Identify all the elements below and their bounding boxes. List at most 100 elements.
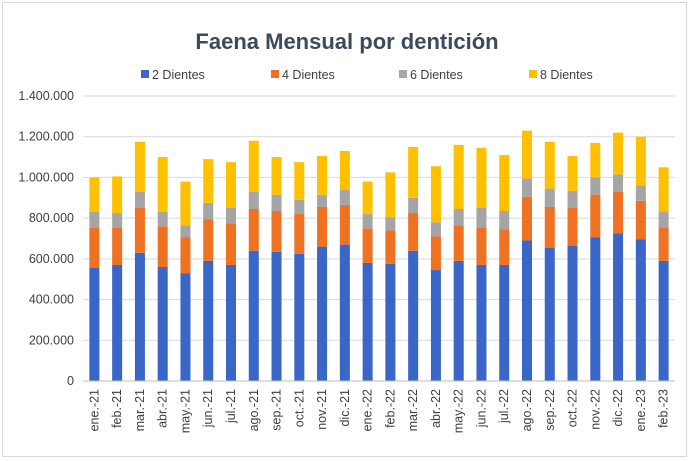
bar-8-dientes-abr-21 <box>157 157 168 213</box>
x-tick-label: may.-21 <box>178 389 192 433</box>
x-tick-label: jul.-21 <box>224 389 238 424</box>
x-tick-label: ago.-22 <box>520 389 534 431</box>
bar-2-dientes-oct-22 <box>567 245 578 381</box>
bar-2-dientes-may-22 <box>453 260 464 381</box>
gridlines <box>83 95 675 382</box>
bar-8-dientes-abr-22 <box>430 166 441 223</box>
bar-4-dientes-ene-23 <box>635 200 646 240</box>
x-tick-label: ene.-22 <box>361 389 375 431</box>
bar-4-dientes-sep-22 <box>544 206 555 248</box>
bar-8-dientes-mar-21 <box>134 141 145 192</box>
bar-6-dientes-abr-22 <box>430 222 441 237</box>
bar-2-dientes-ene-22 <box>362 262 373 381</box>
bar-2-dientes-feb-23 <box>658 260 669 381</box>
bar-6-dientes-jul-21 <box>225 207 237 224</box>
x-tick-label: may.-22 <box>452 389 466 433</box>
bar-8-dientes-dic-21 <box>339 150 350 190</box>
x-tick-label: nov.-21 <box>315 389 329 430</box>
bar-2-dientes-feb-22 <box>385 263 396 381</box>
bar-2-dientes-nov-21 <box>317 246 328 381</box>
legend-item-6-dientes: 6 Dientes <box>399 68 463 82</box>
y-tick-label: 600.000 <box>29 252 74 266</box>
bar-8-dientes-dic-22 <box>613 132 624 175</box>
bar-2-dientes-nov-22 <box>590 237 601 381</box>
legend-item-2-dientes: 2 Dientes <box>141 68 205 82</box>
y-tick-label: 800.000 <box>29 211 74 225</box>
bar-6-dientes-ene-22 <box>362 214 373 229</box>
legend-swatch <box>141 70 149 78</box>
bar-8-dientes-ene-21 <box>89 177 100 213</box>
x-tick-label: nov.-22 <box>588 389 602 430</box>
bar-6-dientes-abr-21 <box>157 212 168 227</box>
bar-4-dientes-mar-22 <box>408 213 419 251</box>
x-tick-label: abr.-21 <box>156 389 170 428</box>
y-tick-label: 200.000 <box>29 333 74 347</box>
bar-2-dientes-mar-22 <box>408 250 419 381</box>
x-tick-label: oct.-21 <box>292 389 306 427</box>
bar-6-dientes-may-21 <box>180 225 191 238</box>
bar-4-dientes-oct-21 <box>294 214 305 254</box>
x-tick-label: sep.-21 <box>270 389 284 431</box>
bar-2-dientes-dic-22 <box>613 233 624 381</box>
bar-8-dientes-oct-22 <box>567 156 578 191</box>
bar-4-dientes-may-22 <box>453 225 464 261</box>
legend-item-4-dientes: 4 Dientes <box>271 68 335 82</box>
bar-8-dientes-nov-21 <box>317 156 328 195</box>
bar-8-dientes-sep-22 <box>544 141 555 189</box>
x-tick-label: jun.-21 <box>201 389 215 428</box>
bar-4-dientes-jun-22 <box>476 227 487 265</box>
x-tick-label: jul.-22 <box>497 389 511 424</box>
bar-6-dientes-jul-22 <box>499 211 510 230</box>
bar-6-dientes-ago-22 <box>521 178 533 197</box>
bar-4-dientes-jul-21 <box>225 223 237 265</box>
x-tick-label: jun.-22 <box>474 389 488 428</box>
bar-2-dientes-may-21 <box>180 273 191 381</box>
bar-6-dientes-oct-22 <box>567 190 578 208</box>
bar-2-dientes-ene-23 <box>635 239 646 381</box>
bar-6-dientes-may-22 <box>453 208 464 226</box>
legend-swatch <box>271 70 279 78</box>
bar-6-dientes-ene-23 <box>635 185 646 201</box>
legend-swatch <box>529 70 537 78</box>
legend-item-8-dientes: 8 Dientes <box>529 68 593 82</box>
x-tick-label: ene.-23 <box>634 389 648 431</box>
bar-2-dientes-jun-22 <box>476 264 487 381</box>
x-tick-label: abr.-22 <box>429 389 443 428</box>
bar-8-dientes-oct-21 <box>294 162 305 200</box>
bar-4-dientes-abr-21 <box>157 226 168 267</box>
bar-4-dientes-sep-21 <box>271 211 282 252</box>
bar-4-dientes-ago-21 <box>248 208 259 251</box>
x-axis: ene.-21 feb.-21 mar.-21 abr.-21 may.-21 jun.-… <box>83 380 675 433</box>
bar-6-dientes-jun-21 <box>203 202 214 220</box>
bar-4-dientes-feb-21 <box>112 227 123 265</box>
y-tick-label: 1.200.000 <box>18 130 74 144</box>
bar-6-dientes-feb-23 <box>658 212 669 228</box>
bar-8-dientes-feb-21 <box>112 176 123 214</box>
bar-4-dientes-jul-22 <box>499 229 510 265</box>
bar-6-dientes-nov-21 <box>317 194 328 207</box>
bar-6-dientes-dic-21 <box>339 189 350 205</box>
bar-4-dientes-nov-21 <box>317 206 328 247</box>
legend-label: 8 Dientes <box>540 68 593 82</box>
chart-title: Faena Mensual por dentición <box>195 29 498 54</box>
bar-4-dientes-dic-21 <box>339 204 350 245</box>
bar-2-dientes-abr-22 <box>430 270 441 381</box>
bar-2-dientes-dic-21 <box>339 244 350 381</box>
x-tick-label: feb.-23 <box>657 389 671 428</box>
bar-8-dientes-mar-22 <box>408 146 419 198</box>
bar-2-dientes-sep-22 <box>544 247 555 381</box>
y-tick-label: 1.000.000 <box>18 170 74 184</box>
bar-4-dientes-oct-22 <box>567 207 578 246</box>
bar-4-dientes-jun-21 <box>203 219 214 261</box>
x-tick-label: feb.-21 <box>110 389 124 428</box>
x-tick-label: ago.-21 <box>247 389 261 431</box>
x-tick-label: feb.-22 <box>383 389 397 428</box>
bar-4-dientes-may-21 <box>180 237 191 274</box>
x-tick-label: dic.-22 <box>611 389 625 427</box>
bars <box>89 130 669 381</box>
bar-2-dientes-sep-21 <box>271 251 282 381</box>
bar-8-dientes-nov-22 <box>590 142 601 178</box>
bar-6-dientes-feb-21 <box>112 213 123 228</box>
bar-6-dientes-ene-21 <box>89 212 100 228</box>
bar-8-dientes-feb-22 <box>385 172 396 218</box>
